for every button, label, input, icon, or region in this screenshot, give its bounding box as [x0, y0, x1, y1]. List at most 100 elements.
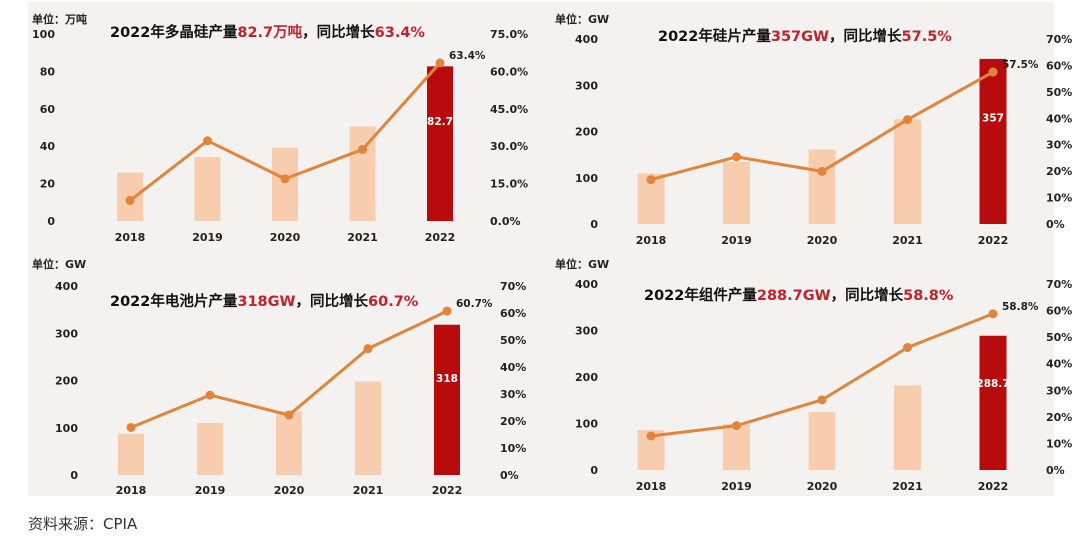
unit-label: 单位：GW	[32, 257, 86, 271]
title-part: 2022年组件产量	[644, 286, 757, 304]
chart-module: 单位：GW 2022年组件产量288.7GW，同比增长58.8% 0100200…	[555, 257, 1072, 493]
y-tick-right: 10%	[1046, 437, 1072, 450]
x-tick: 2018	[116, 484, 147, 497]
y-tick-right: 50%	[1046, 86, 1072, 99]
growth-point	[817, 395, 827, 405]
bar	[194, 157, 221, 221]
growth-point	[435, 58, 445, 68]
x-tick: 2020	[270, 231, 301, 244]
bar	[355, 381, 381, 475]
bar	[197, 422, 223, 475]
growth-point	[988, 309, 998, 319]
x-tick: 2019	[192, 231, 223, 244]
y-tick-left: 100	[55, 422, 78, 435]
y-tick-right: 10%	[1046, 192, 1072, 205]
title-part: 2022年电池片产量	[110, 292, 238, 310]
y-tick-left: 400	[575, 33, 598, 46]
line-data-label: 58.8%	[1002, 301, 1039, 313]
x-tick: 2019	[721, 234, 752, 247]
bar-highlight	[979, 58, 1007, 225]
title-part: 2022年硅片产量	[658, 27, 771, 45]
y-tick-right: 30.0%	[490, 140, 528, 153]
growth-point	[903, 115, 912, 125]
bar	[808, 412, 836, 470]
y-tick-left: 60	[40, 103, 56, 116]
chart-polysilicon: 单位：万吨 2022年多晶硅产量82.7万吨，同比增长63.4% 0204060…	[32, 12, 528, 244]
bar-data-label: 288.7	[976, 378, 1009, 390]
chart-title: 2022年电池片产量318GW，同比增长60.7%	[110, 292, 419, 310]
y-tick-right: 20%	[1046, 165, 1072, 178]
y-tick-right: 20%	[500, 415, 526, 428]
chart-wafer: 单位：GW 2022年硅片产量357GW，同比增长57.5% 010020030…	[555, 12, 1072, 247]
x-tick: 2021	[347, 231, 378, 244]
title-highlight: 58.8%	[903, 288, 954, 304]
y-tick-right: 20%	[1046, 411, 1072, 424]
line-data-label: 60.7%	[456, 298, 493, 310]
growth-point	[205, 390, 215, 400]
title-part: ，同比增长	[302, 23, 375, 41]
title-highlight: 357GW	[771, 29, 829, 45]
y-tick-right: 60%	[500, 307, 526, 320]
y-tick-right: 70%	[1046, 33, 1072, 46]
y-tick-left: 0	[47, 215, 55, 228]
unit-label: 单位：GW	[555, 12, 609, 26]
bar-data-label: 82.7	[427, 116, 453, 128]
x-tick: 2021	[892, 480, 923, 493]
x-tick: 2020	[274, 484, 305, 497]
y-tick-left: 0	[70, 469, 78, 482]
growth-point	[125, 196, 135, 206]
y-tick-left: 300	[55, 327, 78, 340]
x-tick: 2019	[721, 480, 752, 493]
x-tick: 2021	[353, 484, 384, 497]
title-highlight: 82.7万吨	[237, 23, 302, 41]
title-highlight: 60.7%	[368, 294, 419, 310]
x-tick: 2018	[115, 231, 146, 244]
title-part: ，同比增长	[829, 27, 902, 45]
bar-highlight	[979, 335, 1007, 470]
y-tick-left: 400	[55, 280, 78, 293]
chart-title: 2022年多晶硅产量82.7万吨，同比增长63.4%	[110, 23, 425, 41]
y-tick-right: 40%	[500, 361, 526, 374]
y-tick-right: 40%	[1046, 358, 1072, 371]
bar-highlight	[434, 324, 460, 475]
unit-label: 单位：万吨	[32, 12, 87, 26]
y-tick-left: 200	[55, 375, 78, 388]
y-tick-left: 300	[575, 79, 598, 92]
y-tick-right: 60.0%	[490, 65, 528, 78]
y-tick-right: 40%	[1046, 112, 1072, 125]
bar	[276, 411, 302, 475]
x-tick: 2020	[807, 234, 838, 247]
y-tick-right: 30%	[1046, 139, 1072, 152]
chart-title: 2022年组件产量288.7GW，同比增长58.8%	[644, 286, 954, 304]
bar	[118, 433, 144, 475]
x-tick: 2022	[425, 231, 456, 244]
growth-point	[203, 136, 212, 146]
x-tick: 2018	[636, 480, 667, 493]
title-highlight: 288.7GW	[757, 288, 831, 304]
growth-point	[126, 422, 136, 432]
bar	[723, 161, 750, 224]
title-part: ，同比增长	[831, 286, 904, 304]
y-tick-left: 200	[575, 371, 598, 384]
chart-cell: 单位：GW 2022年电池片产量318GW，同比增长60.7% 0 100 200 3…	[32, 257, 526, 497]
y-tick-left: 100	[575, 172, 598, 185]
growth-point	[732, 421, 741, 431]
y-tick-right: 10%	[500, 442, 526, 455]
x-tick: 2022	[978, 480, 1009, 493]
y-tick-right: 15.0%	[490, 178, 528, 191]
bar	[272, 147, 298, 221]
chart-panel	[28, 2, 1054, 496]
y-tick-right: 50%	[1046, 331, 1072, 344]
y-tick-right: 70%	[1046, 278, 1072, 291]
growth-point	[280, 174, 290, 184]
growth-point	[284, 410, 294, 420]
bar	[808, 149, 836, 224]
line-data-label: 63.4%	[449, 50, 486, 62]
line-data-label: 57.5%	[1002, 59, 1039, 71]
bar	[894, 385, 921, 470]
bar	[894, 119, 921, 224]
title-part: 2022年多晶硅产量	[110, 23, 238, 41]
title-highlight: 318GW	[237, 294, 295, 310]
y-tick-right: 60%	[1046, 305, 1072, 318]
y-tick-left: 0	[590, 218, 598, 231]
